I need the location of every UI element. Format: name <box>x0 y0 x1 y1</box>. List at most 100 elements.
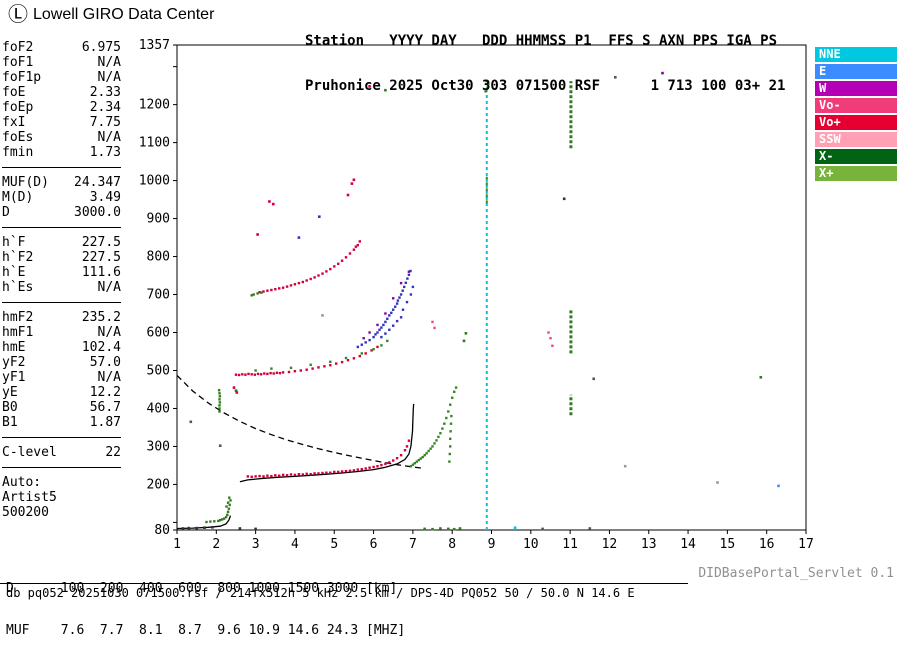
param-value: 3000.0 <box>74 205 121 220</box>
servlet-version: DIDBasePortal_Servlet 0.1 <box>698 566 894 581</box>
param-label: hmF2 <box>2 310 34 325</box>
svg-text:900: 900 <box>147 212 170 227</box>
param-row: M(D) 3.49 <box>2 190 121 205</box>
param-label: foF1p <box>2 70 42 85</box>
series-baseline-trace <box>176 515 232 530</box>
param-row: h`F 227.5 <box>2 235 121 250</box>
svg-text:11: 11 <box>562 537 578 552</box>
param-value: 24.347 <box>74 175 121 190</box>
lowell-giro-logo: Ⓛ Lowell GIRO Data Center <box>8 5 214 25</box>
series-second-hop-oblique-blue <box>356 269 415 349</box>
param-row: foF2 6.975 <box>2 40 121 55</box>
svg-text:14: 14 <box>680 537 696 552</box>
svg-text:500: 500 <box>147 363 170 378</box>
param-row: foEs N/A <box>2 130 121 145</box>
panel-divider <box>2 437 121 438</box>
series-pink-echoes <box>431 320 554 347</box>
series-muf-transmission-curve <box>176 374 425 470</box>
param-value: 7.75 <box>89 115 121 130</box>
plot-border <box>176 44 807 531</box>
param-label: MUF(D) <box>2 175 49 190</box>
series-noise-echoes <box>189 71 780 531</box>
param-label: h`F2 <box>2 250 34 265</box>
legend-item-xplus: X+ <box>815 166 897 181</box>
panel-divider <box>2 467 121 468</box>
logo-text: Lowell GIRO Data Center <box>33 6 215 23</box>
muf-table: D 100 200 400 600 800 1000 1500 3000 [km… <box>6 554 405 652</box>
panel-divider <box>2 227 121 228</box>
svg-text:12: 12 <box>602 537 618 552</box>
legend-item-nne: NNE <box>815 47 897 62</box>
auto-line: Auto: <box>2 475 42 490</box>
legend-item-e: E <box>815 64 897 79</box>
svg-text:5: 5 <box>330 537 338 552</box>
ionogram-plot: 1 2 3 4 5 6 7 8 9 10 11 12 13 14 15 16 17135712001100100… <box>139 38 814 552</box>
param-row: hmF2 235.2 <box>2 310 121 325</box>
param-label: hmE <box>2 340 26 355</box>
svg-text:2: 2 <box>212 537 220 552</box>
param-label: yF2 <box>2 355 26 370</box>
file-info: db pq052 20251030 071500.rsf / 214fx512h… <box>6 586 635 600</box>
legend-item-voplus: Vo+ <box>815 115 897 130</box>
param-label: fxI <box>2 115 26 130</box>
param-value: 12.2 <box>89 385 121 400</box>
param-value: 227.5 <box>81 235 121 250</box>
svg-text:3: 3 <box>252 537 260 552</box>
svg-text:1: 1 <box>173 537 181 552</box>
param-row: h`E 111.6 <box>2 265 121 280</box>
param-row: h`F2 227.5 <box>2 250 121 265</box>
series-rfi-8p9mhz-top <box>484 79 490 93</box>
param-label: B1 <box>2 415 18 430</box>
auto-line: 500200 <box>2 505 49 520</box>
svg-text:16: 16 <box>759 537 775 552</box>
param-value: 102.4 <box>81 340 121 355</box>
legend-item-w: W <box>815 81 897 96</box>
param-label: B0 <box>2 400 18 415</box>
series-e-region-echoes <box>205 496 232 524</box>
param-row: foE 2.33 <box>2 85 121 100</box>
x-axis: 1 2 3 4 5 6 7 8 9 10 11 12 13 14 15 16 17 <box>173 530 814 552</box>
param-row: foF1 N/A <box>2 55 121 70</box>
param-value: 56.7 <box>89 400 121 415</box>
param-value: N/A <box>97 280 121 295</box>
series-second-hop-x <box>254 339 389 372</box>
svg-text:400: 400 <box>147 401 170 416</box>
param-label: foF2 <box>2 40 34 55</box>
param-row: D 3000.0 <box>2 205 121 220</box>
muf-values-row: MUF 7.6 7.7 8.1 8.7 9.6 10.9 14.6 24.3 [… <box>6 623 406 638</box>
svg-text:600: 600 <box>147 326 170 341</box>
param-value: 6.975 <box>81 40 121 55</box>
param-label: M(D) <box>2 190 34 205</box>
series-oblique-purple <box>362 270 411 340</box>
svg-text:6: 6 <box>370 537 378 552</box>
svg-text:13: 13 <box>641 537 657 552</box>
legend: NNE E W Vo- Vo+ SSW X- X+ <box>815 47 897 183</box>
param-row: yE 12.2 <box>2 385 121 400</box>
svg-text:1000: 1000 <box>139 174 170 189</box>
legend-item-vominus: Vo- <box>815 98 897 113</box>
param-label: foF1 <box>2 55 34 70</box>
svg-text:10: 10 <box>523 537 539 552</box>
station-header-line2: Pruhonice 2025 Oct30 303 071500 RSF 1 71… <box>305 78 786 94</box>
param-value: 111.6 <box>81 265 121 280</box>
series-baseline-echoes <box>181 526 462 531</box>
svg-text:200: 200 <box>147 477 170 492</box>
legend-item-xminus: X- <box>815 149 897 164</box>
param-value: 3.49 <box>89 190 121 205</box>
param-value: 1.87 <box>89 415 121 430</box>
svg-text:8: 8 <box>448 537 456 552</box>
param-row: foEp 2.34 <box>2 100 121 115</box>
param-label: h`F <box>2 235 26 250</box>
param-value: 57.0 <box>89 355 121 370</box>
svg-text:15: 15 <box>720 537 736 552</box>
series-x-trace <box>409 386 458 468</box>
series-green-segment-2mhz <box>217 389 222 413</box>
param-value: N/A <box>97 70 121 85</box>
svg-text:9: 9 <box>488 537 496 552</box>
station-header: Station YYYY DAY DDD HHMMSS P1 FFS S AXN… <box>305 4 785 109</box>
series-f-profile-trace <box>239 403 415 483</box>
svg-text:1357: 1357 <box>139 38 170 53</box>
param-value: 22 <box>105 445 121 460</box>
svg-text:1200: 1200 <box>139 98 170 113</box>
param-label: foE <box>2 85 26 100</box>
